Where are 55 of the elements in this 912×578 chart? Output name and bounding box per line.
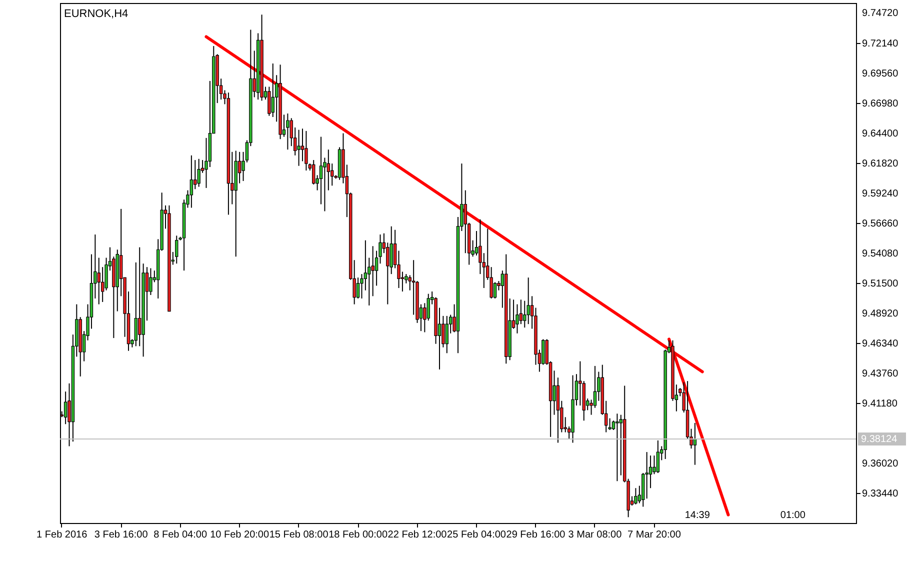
candlestick bbox=[519, 299, 523, 325]
candlestick bbox=[412, 260, 416, 316]
candlestick bbox=[149, 268, 152, 296]
x-tick-label: 3 Feb 16:00 bbox=[94, 530, 148, 540]
candlestick bbox=[426, 293, 430, 322]
candlestick bbox=[138, 246, 142, 347]
candlestick bbox=[616, 413, 619, 482]
candlestick bbox=[312, 160, 316, 185]
y-tick-label: 9.51500 bbox=[862, 278, 899, 290]
candlestick bbox=[197, 158, 200, 188]
annotation: 01:00 bbox=[780, 510, 806, 521]
candlestick bbox=[445, 315, 448, 354]
y-tick-label: 9.69560 bbox=[862, 68, 899, 80]
y-tick-label: 9.33440 bbox=[862, 488, 899, 500]
y-tick-label: 9.54080 bbox=[862, 248, 899, 260]
x-tick-label: 22 Feb 12:00 bbox=[388, 530, 448, 540]
y-tick-label: 9.66980 bbox=[862, 98, 899, 110]
candlestick bbox=[64, 391, 68, 425]
x-tick-label: 18 Feb 00:00 bbox=[328, 530, 388, 540]
x-tick-label: 7 Mar 20:00 bbox=[628, 530, 682, 540]
y-tick-label: 9.48920 bbox=[862, 308, 899, 320]
y-tick-label: 9.43760 bbox=[862, 368, 899, 380]
candlestick bbox=[175, 235, 178, 264]
y-tick-label: 9.46340 bbox=[862, 338, 899, 350]
candlestick bbox=[304, 130, 308, 172]
x-tick-label: 15 Feb 08:00 bbox=[269, 530, 329, 540]
x-tick-label: 10 Feb 20:00 bbox=[210, 530, 270, 540]
x-tick-label: 3 Mar 08:00 bbox=[568, 530, 622, 540]
candlestick bbox=[526, 277, 530, 325]
y-tick-label: 9.56660 bbox=[862, 218, 899, 230]
annotation: 14:39 bbox=[684, 510, 710, 521]
candlestick bbox=[356, 277, 360, 299]
candlestick bbox=[652, 455, 656, 475]
candlestick bbox=[656, 440, 660, 474]
candlestick bbox=[271, 62, 274, 118]
ref-line-label: 9.38124 bbox=[861, 434, 898, 445]
x-tick-label: 1 Feb 2016 bbox=[36, 530, 88, 540]
y-tick-label: 9.61820 bbox=[862, 158, 899, 170]
y-tick-label: 9.64400 bbox=[862, 128, 899, 140]
candlestick bbox=[516, 304, 519, 334]
y-tick-label: 9.74720 bbox=[862, 8, 899, 20]
candlestick bbox=[97, 257, 100, 305]
candlestick bbox=[634, 488, 638, 505]
x-tick-label: 29 Feb 16:00 bbox=[506, 530, 566, 540]
x-tick-label: 8 Feb 04:00 bbox=[154, 530, 208, 540]
candlestick bbox=[297, 129, 300, 166]
x-tick-label: 25 Feb 04:00 bbox=[447, 530, 506, 540]
candlestick bbox=[326, 149, 330, 191]
y-tick-label: 9.36020 bbox=[862, 458, 899, 470]
y-tick-label: 9.41180 bbox=[862, 398, 898, 410]
y-tick-label: 9.59240 bbox=[862, 188, 899, 200]
candlestick bbox=[286, 113, 290, 150]
chart-title: EURNOK,H4 bbox=[64, 8, 128, 20]
y-tick-label: 9.72140 bbox=[862, 38, 899, 50]
candlestick bbox=[190, 154, 194, 208]
